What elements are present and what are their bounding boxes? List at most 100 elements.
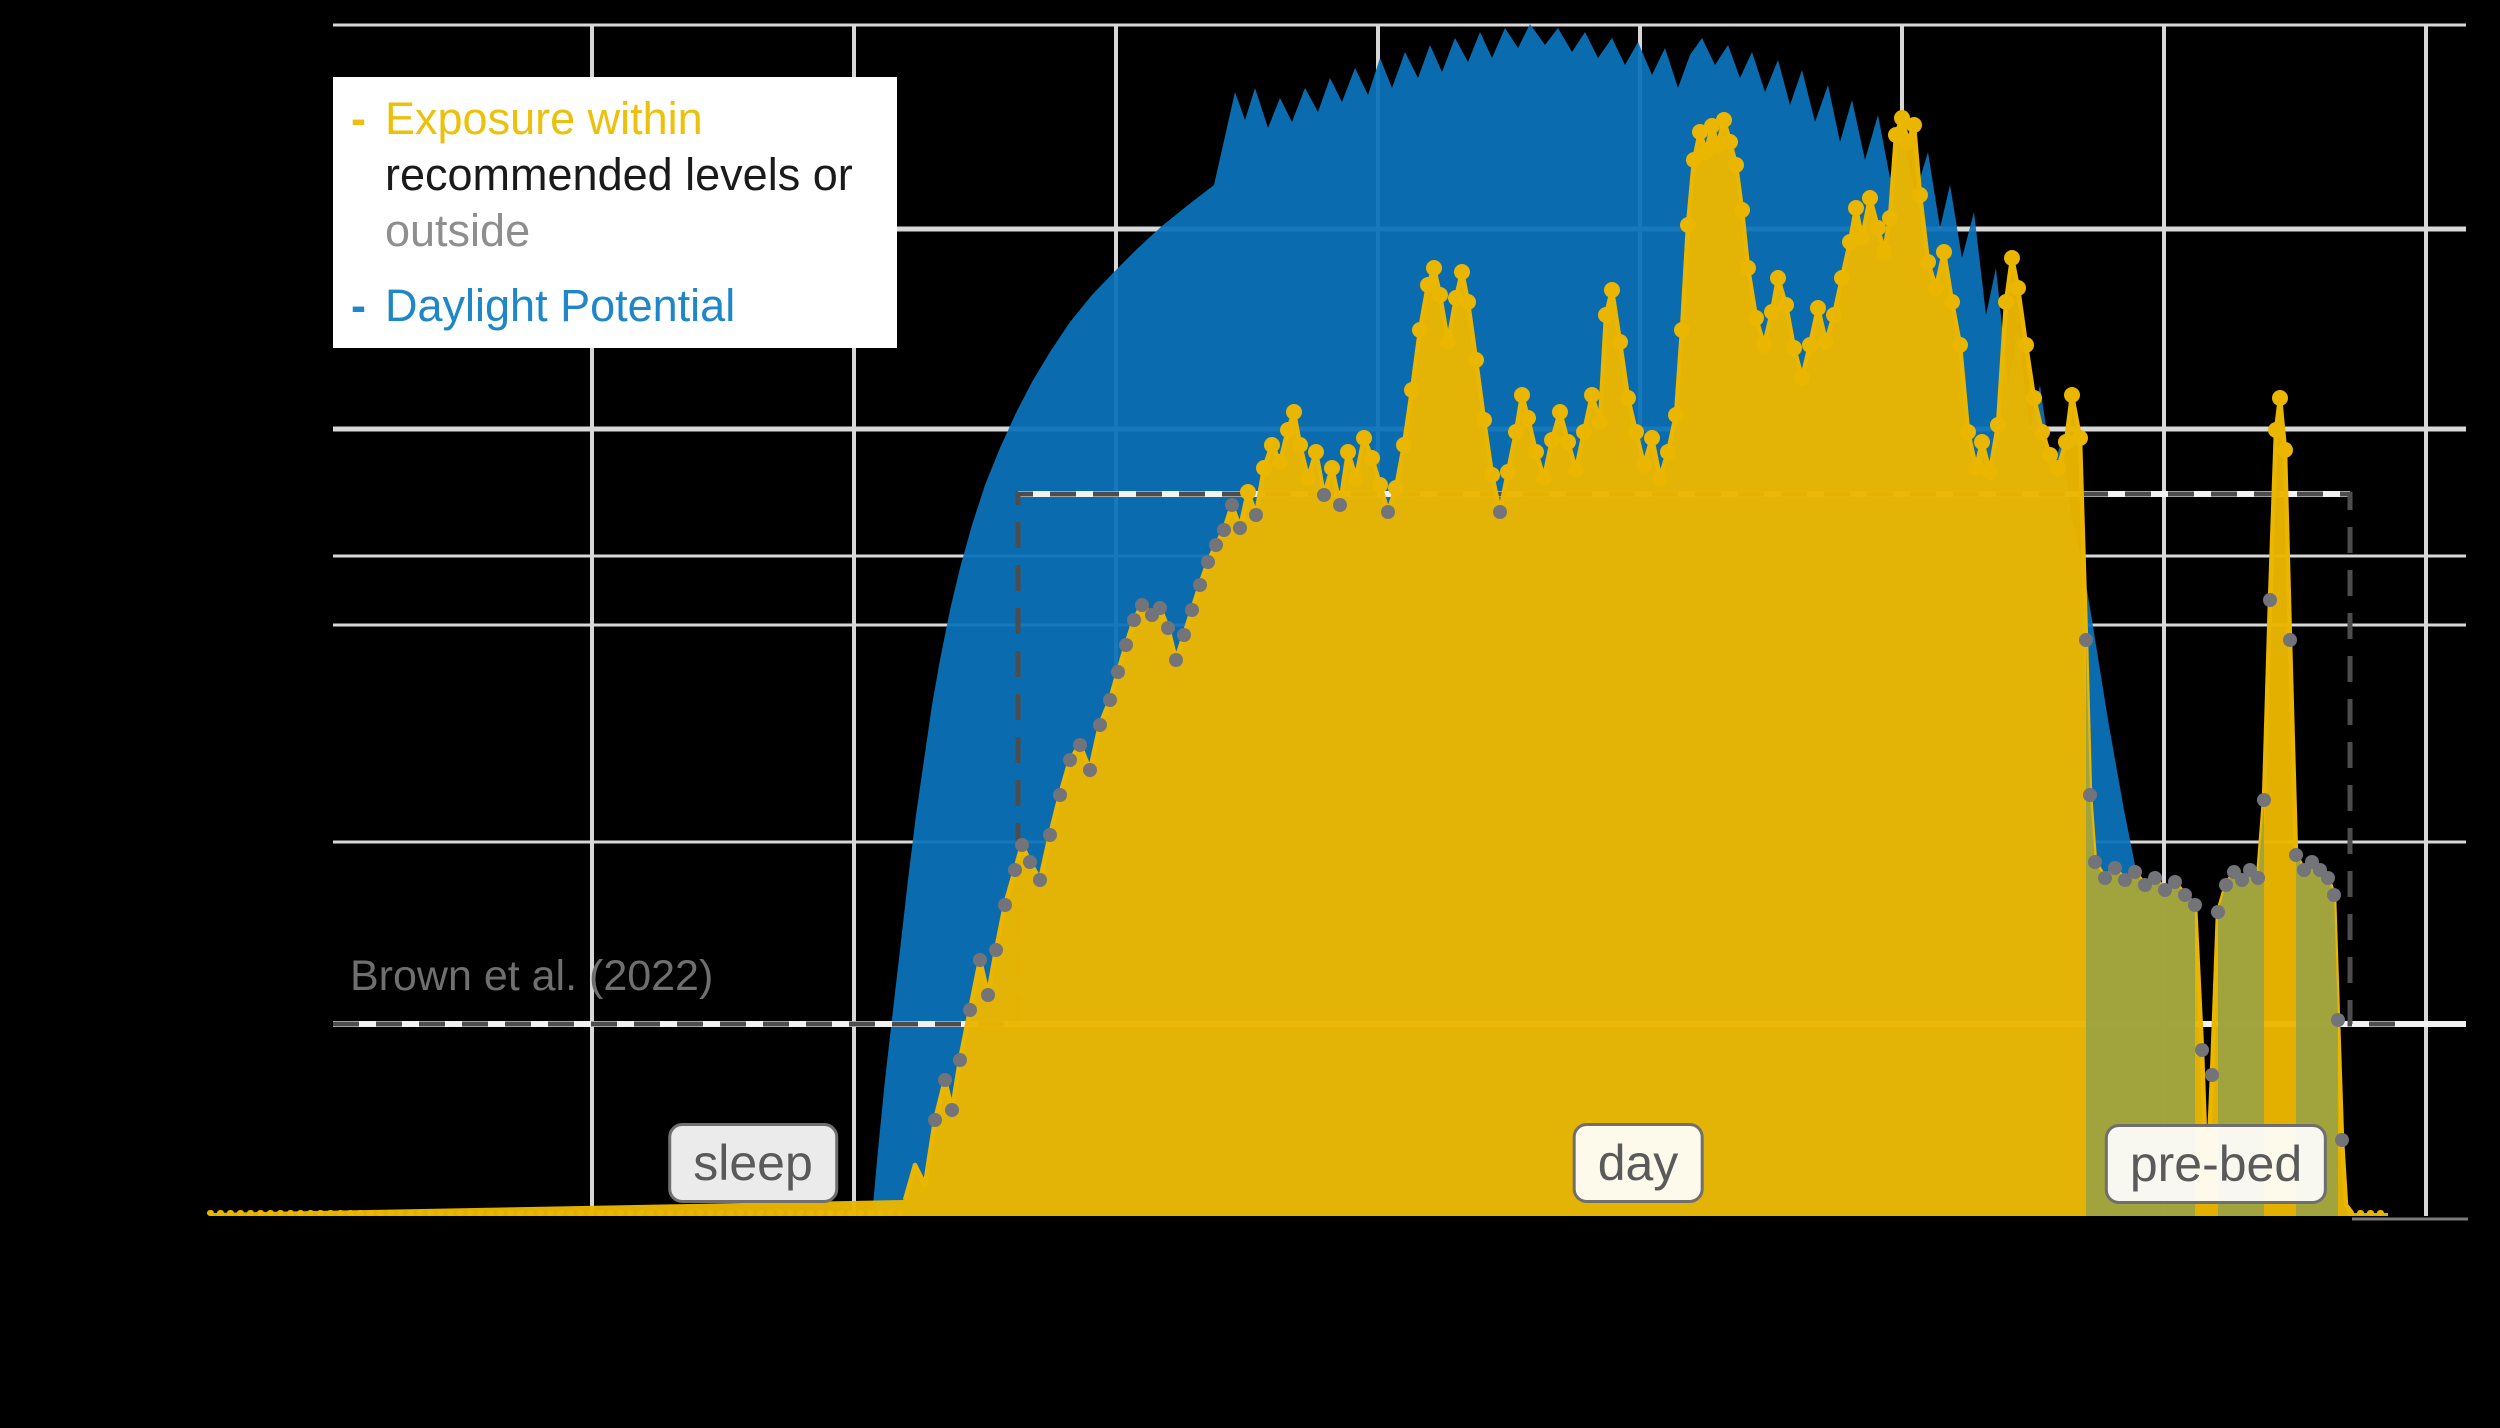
outside-point-marker [1111,665,1125,679]
within-point-marker [1834,270,1850,286]
outside-point-marker [2118,873,2132,887]
outside-point-marker [2335,1133,2349,1147]
within-point-marker [1794,370,1810,386]
outside-point-marker [973,953,987,967]
within-point-marker [1440,334,1456,350]
legend-dash-yellow-icon: - [351,93,366,144]
within-point-marker [1432,287,1448,303]
outside-point-marker [2219,878,2233,892]
within-point-marker [1756,337,1772,353]
within-point-marker [1348,470,1364,486]
within-point-marker [1854,230,1870,246]
within-point-marker [1508,424,1524,440]
outside-point-marker [1249,508,1263,522]
within-point-marker [1764,304,1780,320]
within-point-marker [1998,294,2014,310]
within-point-marker [1420,277,1436,293]
outside-point-marker [2327,888,2341,902]
within-point-marker [1862,190,1878,206]
outside-point-marker [963,1003,977,1017]
within-point-marker [1396,437,1412,453]
outside-point-marker [2083,788,2097,802]
within-point-marker [2004,250,2020,266]
within-point-marker [1272,454,1288,470]
phase-label-sleep: sleep [668,1123,838,1203]
within-point-marker [2018,337,2034,353]
exposure-area [210,118,2388,1216]
outside-point-marker [2168,875,2182,889]
exposure-outside-area [2086,640,2195,1216]
within-point-marker [1552,404,1568,420]
within-point-marker [1894,110,1910,126]
outside-point-marker [1073,738,1087,752]
outside-point-marker [1493,505,1507,519]
outside-point-marker [1119,638,1133,652]
within-point-marker [1286,404,1302,420]
outside-point-marker [1217,523,1231,537]
within-point-marker [1680,217,1696,233]
outside-point-marker [1333,498,1347,512]
outside-point-marker [2108,861,2122,875]
legend-label-outside: outside [385,204,531,256]
within-point-marker [1324,460,1340,476]
outside-point-marker [1008,863,1022,877]
outside-point-marker [1193,578,1207,592]
outside-point-marker [1135,598,1149,612]
outside-point-marker [2088,855,2102,869]
outside-point-marker [1103,693,1117,707]
within-point-marker [2072,430,2088,446]
within-point-marker [1848,200,1864,216]
within-point-marker [1906,117,1922,133]
within-point-marker [1826,307,1842,323]
within-point-marker [1454,264,1470,280]
within-point-marker [1802,337,1818,353]
outside-point-marker [928,1113,942,1127]
within-point-marker [1674,322,1690,338]
recommendation-dashed-line [333,491,2400,1027]
within-point-marker [1636,457,1652,473]
outside-point-marker [1169,653,1183,667]
within-point-marker [2277,442,2293,458]
within-point-marker [1560,434,1576,450]
within-point-marker [1974,434,1990,450]
outside-point-marker [1153,601,1167,615]
within-point-marker [1716,112,1732,128]
within-point-marker [1426,260,1442,276]
within-point-marker [2010,280,2026,296]
outside-point-marker [1063,753,1077,767]
outside-point-marker [2331,1013,2345,1027]
within-point-marker [1748,310,1764,326]
outside-point-marker [1015,838,1029,852]
within-point-marker [1280,422,1296,438]
within-point-marker [1620,390,1636,406]
within-point-marker [1990,417,2006,433]
phase-label-day: day [1572,1123,1704,1203]
within-point-marker [1644,430,1660,446]
outside-point-marker [953,1053,967,1067]
outside-point-marker [998,898,1012,912]
within-point-marker [2058,434,2074,450]
within-point-marker [1912,187,1928,203]
outside-point-marker [1083,763,1097,777]
within-point-marker [1500,464,1516,480]
within-point-marker [1944,294,1960,310]
within-point-marker [1388,480,1404,496]
within-point-marker [1722,134,1738,150]
legend: - Exposure within recommended levels or o… [333,77,897,348]
outside-point-marker [1033,873,1047,887]
outside-point-marker [2257,793,2271,807]
outside-point-marker [1093,718,1107,732]
within-point-marker [1468,352,1484,368]
within-point-marker [1786,340,1802,356]
brown-annotation: Brown et al. (2022) [350,952,714,1000]
within-point-marker [1356,430,1372,446]
legend-label-exposure: Exposure within [385,93,703,144]
within-point-marker [2034,424,2050,440]
within-point-marker [1710,137,1726,153]
within-point-marker [1536,470,1552,486]
within-point-marker [1628,424,1644,440]
legend-spacer [351,258,887,278]
within-point-marker [1372,477,1388,493]
within-point-marker [1264,437,1280,453]
